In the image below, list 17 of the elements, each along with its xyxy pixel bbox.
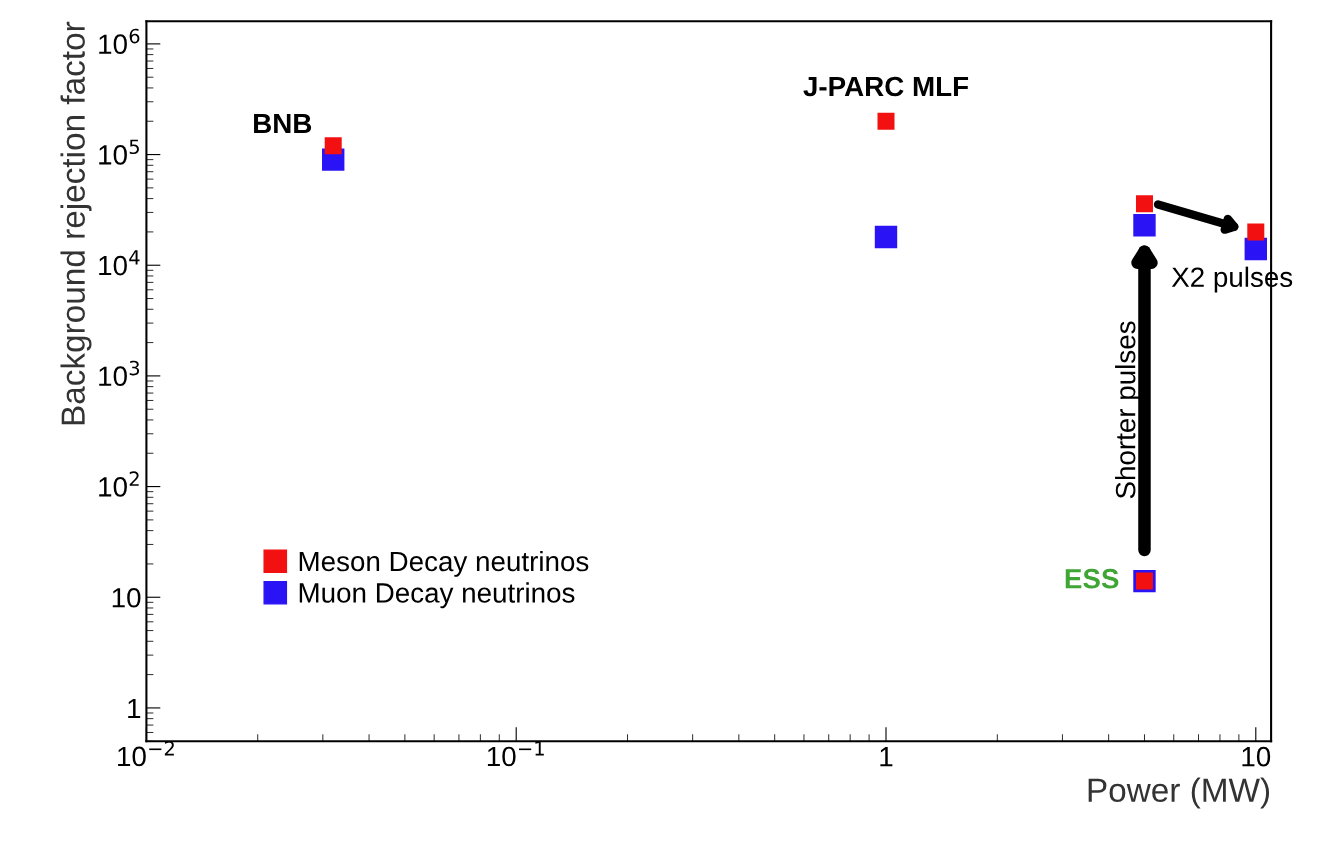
y-tick-label: 10$^{2}$ bbox=[99, 471, 139, 497]
annotation: ESS bbox=[1065, 568, 1119, 589]
x-axis-title: Power (MW) bbox=[1088, 777, 1270, 809]
x-tick-label: 1 bbox=[880, 747, 893, 767]
y-tick-label: 10$^{5}$ bbox=[99, 139, 139, 165]
y-axis-title: Background rejection factor bbox=[60, 21, 92, 425]
legend-label: Meson Decay neutrinos bbox=[299, 550, 589, 577]
annotation: Shorter pulses bbox=[1115, 321, 1141, 499]
y-tick-label: 10$^{3}$ bbox=[99, 360, 140, 387]
annotation: J-PARC MLF bbox=[803, 76, 969, 97]
y-tick-label: 10 bbox=[112, 587, 141, 608]
x-tick-label: 10 bbox=[1242, 746, 1271, 767]
y-tick-label: 1 bbox=[128, 698, 141, 718]
annotation: BNB bbox=[254, 113, 312, 134]
y-tick-label: 10$^{4}$ bbox=[99, 250, 140, 276]
y-tick-label: 10$^{6}$ bbox=[99, 28, 140, 55]
legend-label: Muon Decay neutrinos bbox=[299, 582, 575, 609]
